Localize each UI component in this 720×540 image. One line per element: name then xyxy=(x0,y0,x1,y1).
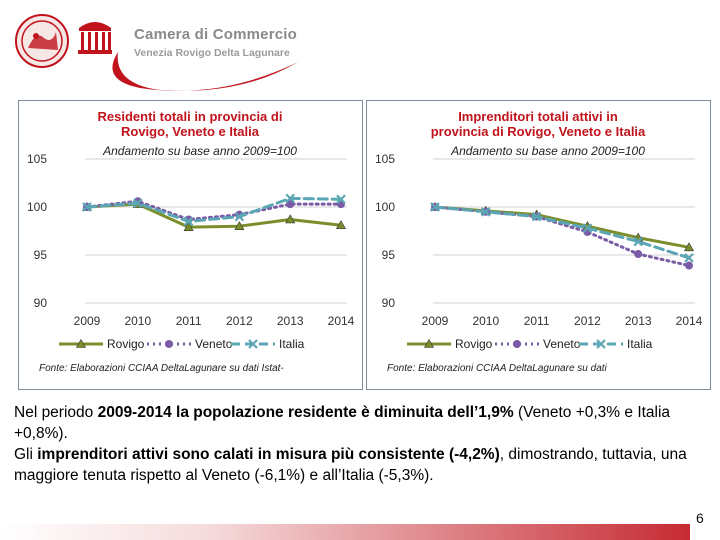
p1-bold: 2009-2014 la popolazione residente è dim… xyxy=(97,404,514,421)
x-tick-label: 2014 xyxy=(328,314,355,328)
p2-pre: Gli xyxy=(14,446,38,463)
chart-subtitle: Andamento su base anno 2009=100 xyxy=(102,144,297,158)
seal-logo-icon xyxy=(15,14,69,68)
data-point-italia xyxy=(234,211,245,222)
x-tick-label: 2011 xyxy=(176,314,202,328)
legend-marker-veneto xyxy=(513,340,521,348)
brand-subtitle: Venezia Rovigo Delta Lagunare xyxy=(134,47,290,59)
y-tick-label: 100 xyxy=(27,200,47,214)
chart-residenti: Residenti totali in provincia di Rovigo, … xyxy=(18,100,363,390)
x-tick-label: 2010 xyxy=(472,314,499,328)
x-tick-label: 2013 xyxy=(277,314,304,328)
data-point-italia xyxy=(285,193,295,204)
series-line-veneto xyxy=(433,205,691,268)
y-tick-label: 95 xyxy=(34,248,48,262)
x-tick-label: 2009 xyxy=(74,314,101,328)
legend-label-veneto: Veneto xyxy=(543,337,581,351)
data-point-italia xyxy=(684,253,694,263)
legend-label-italia: Italia xyxy=(279,337,305,351)
y-tick-label: 95 xyxy=(382,248,396,262)
x-tick-label: 2012 xyxy=(226,314,253,328)
data-point-italia xyxy=(633,236,643,247)
x-tick-label: 2010 xyxy=(124,314,151,328)
p1-pre: Nel periodo xyxy=(14,404,98,421)
p1-post: (Veneto +0,3% e Italia +0,8%). xyxy=(14,404,671,442)
legend-label-veneto: Veneto xyxy=(195,337,233,351)
data-point-rovigo xyxy=(683,242,695,252)
data-point-italia xyxy=(582,223,593,233)
data-point-italia xyxy=(82,202,92,212)
data-point-rovigo xyxy=(234,221,245,230)
brand-title: Camera di Commercio xyxy=(134,26,298,43)
header: Camera di Commercio Venezia Rovigo Delta… xyxy=(0,0,720,96)
page-number: 6 xyxy=(696,510,704,526)
series-line-italia xyxy=(433,205,691,260)
data-point-veneto xyxy=(286,200,295,209)
legend-label-rovigo: Rovigo xyxy=(107,337,145,351)
x-tick-label: 2011 xyxy=(524,314,550,328)
data-point-rovigo xyxy=(285,214,296,224)
paragraph-imprenditori: Gli imprenditori attivi sono calati in m… xyxy=(14,444,689,486)
p2-post: , dimostrando, tuttavia, una maggiore te… xyxy=(14,446,687,484)
legend-marker-italia xyxy=(248,339,258,349)
legend-marker-rovigo xyxy=(75,338,87,348)
data-point-italia xyxy=(183,216,194,227)
chart-source-note: Fonte: Elaborazioni CCIAA DeltaLagunare … xyxy=(387,363,608,374)
bottom-bar xyxy=(0,524,690,540)
y-tick-label: 105 xyxy=(375,152,395,166)
chart-title-line: Residenti totali in provincia di xyxy=(98,109,283,124)
legend-label-italia: Italia xyxy=(627,337,653,351)
data-point-italia xyxy=(430,202,440,212)
data-point-rovigo xyxy=(335,220,347,230)
building-logo-icon xyxy=(78,22,112,54)
body-text: Nel periodo 2009-2014 la popolazione res… xyxy=(14,402,689,514)
y-tick-label: 90 xyxy=(382,296,396,310)
data-point-rovigo xyxy=(183,222,194,231)
series-line-italia xyxy=(85,196,343,223)
chart-title-line: provincia di Rovigo, Veneto e Italia xyxy=(431,124,646,139)
x-tick-label: 2012 xyxy=(574,314,601,328)
x-tick-label: 2014 xyxy=(676,314,703,328)
chart-title-line: Rovigo, Veneto e Italia xyxy=(121,124,260,139)
chart-imprenditori: Imprenditori totali attivi in provincia d… xyxy=(366,100,711,390)
data-point-italia xyxy=(336,194,346,205)
legend-marker-veneto xyxy=(165,340,173,348)
x-tick-label: 2013 xyxy=(625,314,652,328)
x-tick-label: 2009 xyxy=(422,314,449,328)
paragraph-residenti: Nel periodo 2009-2014 la popolazione res… xyxy=(14,402,689,444)
chart-source-note: Fonte: Elaborazioni CCIAA DeltaLagunare … xyxy=(39,363,284,374)
data-point-veneto xyxy=(634,250,643,259)
chart-subtitle: Andamento su base anno 2009=100 xyxy=(450,144,645,158)
chart-title-line: Imprenditori totali attivi in xyxy=(458,109,618,124)
y-tick-label: 90 xyxy=(34,296,48,310)
series-line-veneto xyxy=(85,199,343,221)
data-point-italia xyxy=(133,198,143,208)
data-point-veneto xyxy=(685,261,693,270)
y-tick-label: 105 xyxy=(27,152,47,166)
chart-residenti-svg: Residenti totali in provincia diRovigo, … xyxy=(27,109,355,374)
series-line-rovigo xyxy=(85,202,343,229)
legend-label-rovigo: Rovigo xyxy=(455,337,493,351)
legend-marker-rovigo xyxy=(423,338,435,348)
legend-marker-italia xyxy=(596,339,606,349)
swoosh-logo-icon xyxy=(112,52,299,91)
series-line-rovigo xyxy=(433,205,691,249)
data-point-italia xyxy=(531,211,542,222)
p2-bold: imprenditori attivi sono calati in misur… xyxy=(37,446,500,463)
data-point-italia xyxy=(481,207,491,217)
y-tick-label: 100 xyxy=(375,200,395,214)
